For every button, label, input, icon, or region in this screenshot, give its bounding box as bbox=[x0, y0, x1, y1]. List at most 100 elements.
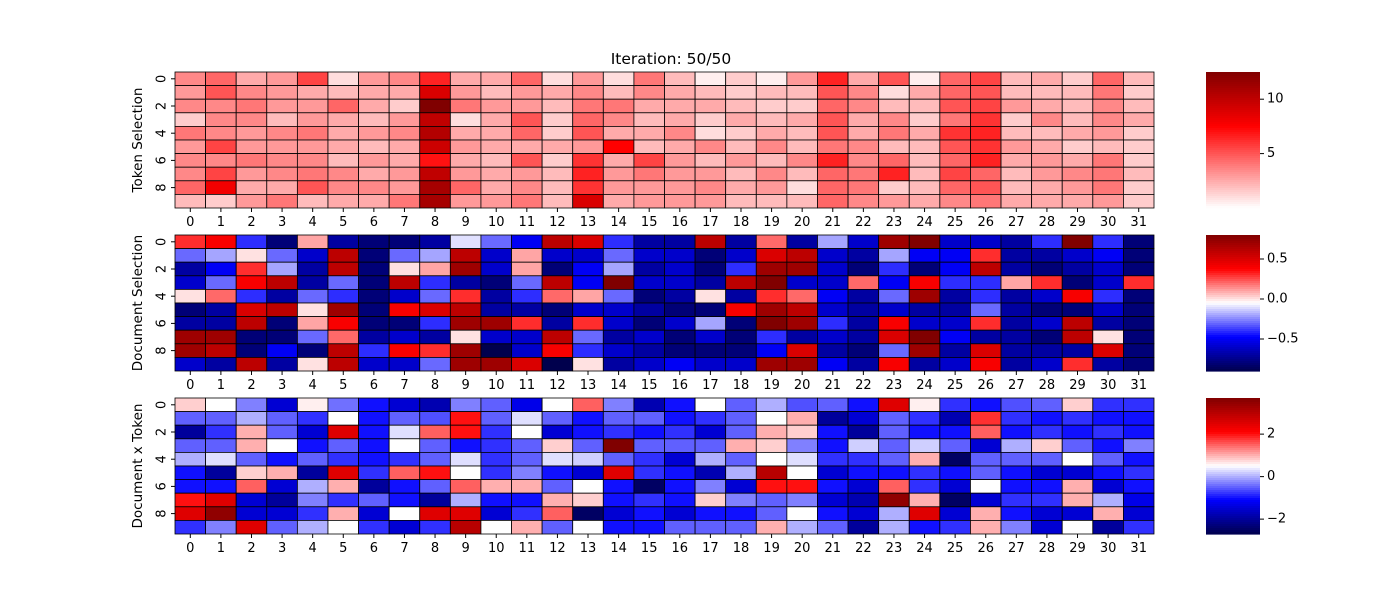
heatmap-cell bbox=[602, 71, 635, 87]
heatmap-cell bbox=[694, 492, 727, 508]
heatmap-cell bbox=[327, 424, 359, 440]
colorbar-gradient-step bbox=[1206, 182, 1260, 185]
heatmap-cell bbox=[664, 465, 696, 481]
heatmap-cell bbox=[694, 71, 727, 87]
heatmap-cell bbox=[1092, 451, 1124, 467]
heatmap-cell bbox=[970, 126, 1002, 141]
colorbar-gradient-step bbox=[1206, 530, 1260, 533]
colorbar-gradient-step bbox=[1206, 158, 1260, 161]
heatmap-cell bbox=[358, 112, 390, 127]
heatmap-cell bbox=[388, 98, 421, 114]
heatmap-cell bbox=[755, 71, 788, 87]
colorbar-gradient-step bbox=[1206, 253, 1260, 256]
heatmap-cell bbox=[541, 180, 574, 195]
heatmap-cell bbox=[970, 166, 1002, 182]
heatmap-cell bbox=[755, 424, 788, 440]
heatmap-cell bbox=[449, 112, 482, 127]
heatmap-cell bbox=[817, 506, 849, 521]
heatmap-cell bbox=[939, 98, 971, 114]
heatmap-cell bbox=[970, 302, 1002, 318]
heatmap-cell bbox=[755, 288, 788, 304]
colorbar-gradient-step bbox=[1206, 128, 1260, 131]
heatmap-cell bbox=[633, 71, 665, 87]
colorbar-gradient-step bbox=[1206, 436, 1260, 439]
heatmap-cell bbox=[327, 356, 359, 372]
heatmap-cell bbox=[847, 451, 880, 467]
y-tick-label: 2 bbox=[155, 428, 170, 436]
heatmap-cell bbox=[205, 451, 237, 467]
heatmap-cell bbox=[419, 85, 451, 100]
heatmap-cell bbox=[327, 329, 359, 345]
heatmap-cell bbox=[1061, 180, 1094, 195]
heatmap-cell bbox=[1092, 85, 1124, 100]
y-tick-label: 0 bbox=[155, 75, 170, 83]
colorbar-gradient-step bbox=[1206, 490, 1260, 493]
heatmap-cell bbox=[694, 180, 727, 195]
heatmap-cell bbox=[725, 261, 757, 277]
heatmap-cell bbox=[572, 302, 604, 318]
heatmap-cell bbox=[419, 275, 451, 290]
heatmap-cell bbox=[725, 438, 757, 453]
heatmap-cell bbox=[174, 343, 206, 358]
heatmap-cell bbox=[449, 193, 482, 209]
heatmap-cell bbox=[358, 451, 390, 467]
colorbar-gradient-step bbox=[1206, 132, 1260, 135]
x-tick-label: 15 bbox=[641, 541, 658, 556]
heatmap-cell bbox=[572, 126, 604, 141]
heatmap-cell bbox=[541, 520, 574, 535]
x-tick-label: 20 bbox=[794, 378, 811, 393]
heatmap-cell bbox=[1061, 71, 1094, 87]
heatmap-cell bbox=[1092, 261, 1124, 277]
x-tick-label: 6 bbox=[370, 378, 378, 393]
heatmap-cell bbox=[939, 411, 971, 426]
x-tick-label: 21 bbox=[824, 541, 841, 556]
heatmap-cell bbox=[541, 343, 574, 358]
colorbar-gradient-step bbox=[1206, 422, 1260, 425]
heatmap-cell bbox=[970, 506, 1002, 521]
heatmap-cell bbox=[296, 411, 329, 426]
heatmap-cell bbox=[572, 112, 604, 127]
colorbar-gradient-step bbox=[1206, 150, 1260, 153]
heatmap-cell bbox=[664, 288, 696, 304]
heatmap-cell bbox=[1123, 261, 1155, 277]
heatmap-cell bbox=[1061, 520, 1094, 535]
heatmap-cell bbox=[449, 520, 482, 535]
colorbar-gradient-step bbox=[1206, 164, 1260, 167]
heatmap-cell bbox=[786, 85, 818, 100]
heatmap-cell bbox=[755, 261, 788, 277]
colorbar-gradient-step bbox=[1206, 408, 1260, 411]
x-tick-label: 29 bbox=[1069, 378, 1086, 393]
colorbar-gradient-step bbox=[1206, 438, 1260, 441]
heatmap-cell bbox=[449, 288, 482, 304]
colorbar-gradient-step bbox=[1206, 289, 1260, 292]
heatmap-cell bbox=[174, 275, 206, 290]
heatmap-cell bbox=[817, 397, 849, 413]
heatmap-cell bbox=[1000, 234, 1033, 250]
colorbar-gradient-step bbox=[1206, 323, 1260, 326]
heatmap-cell bbox=[664, 302, 696, 318]
colorbar-gradient-step bbox=[1206, 275, 1260, 278]
x-tick-label: 14 bbox=[610, 215, 627, 230]
heatmap-cell bbox=[817, 248, 849, 263]
heatmap-cell bbox=[1123, 411, 1155, 426]
heatmap-cell bbox=[755, 98, 788, 114]
heatmap-cell bbox=[266, 492, 298, 508]
heatmap-cell bbox=[1123, 139, 1155, 155]
heatmap-cell bbox=[174, 112, 206, 127]
heatmap-cell bbox=[572, 275, 604, 290]
heatmap-cell bbox=[786, 126, 818, 141]
x-tick-label: 7 bbox=[400, 541, 408, 556]
heatmap-cell bbox=[174, 71, 206, 87]
heatmap-cell bbox=[1061, 302, 1094, 318]
heatmap-cell bbox=[1000, 85, 1033, 100]
colorbar-gradient-step bbox=[1206, 200, 1260, 203]
colorbar-gradient-step bbox=[1206, 291, 1260, 294]
x-tick-label: 29 bbox=[1069, 541, 1086, 556]
heatmap-cell bbox=[755, 451, 788, 467]
heatmap-cell bbox=[633, 329, 665, 345]
heatmap-cell bbox=[174, 520, 206, 535]
heatmap-cell bbox=[511, 356, 543, 372]
heatmap-cell bbox=[602, 356, 635, 372]
heatmap-cell bbox=[878, 261, 910, 277]
heatmap-cell bbox=[633, 98, 665, 114]
